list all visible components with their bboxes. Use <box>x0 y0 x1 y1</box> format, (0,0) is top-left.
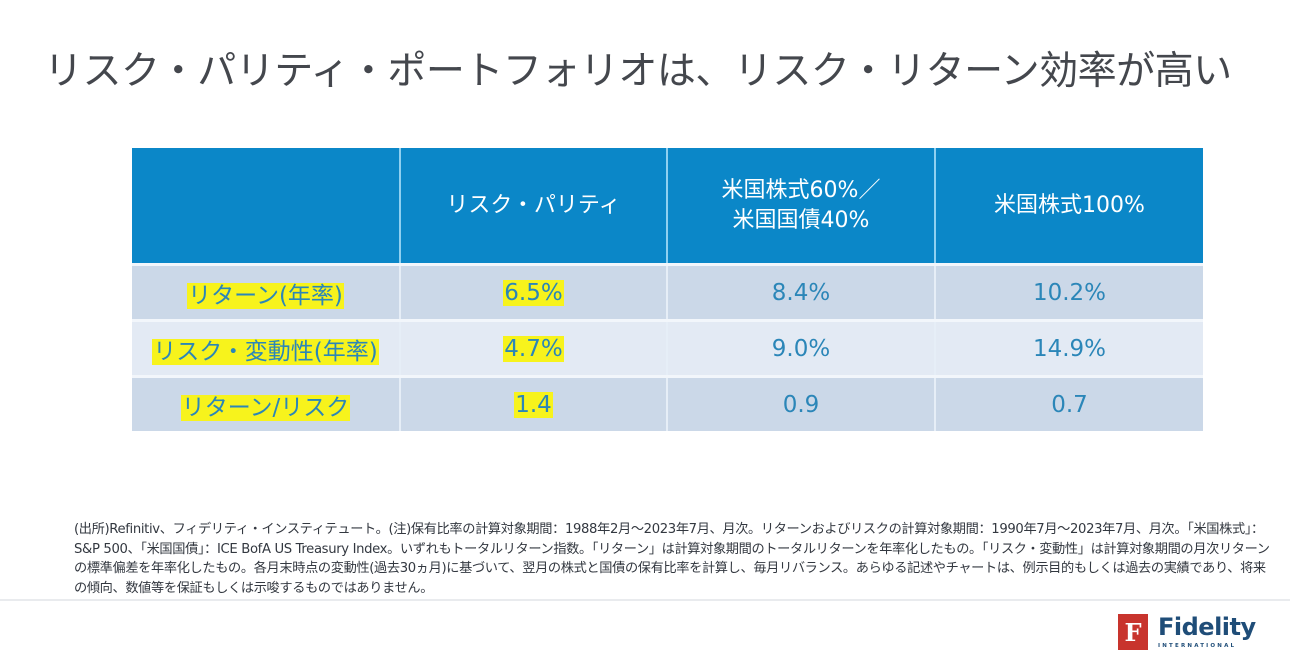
table-row: リターン/リスク 1.4 0.9 0.7 <box>132 375 1203 431</box>
header-stocks60-bonds40: 米国株式60%／ 米国国債40% <box>667 148 936 265</box>
row-label-return-risk: リターン/リスク <box>132 375 401 431</box>
cell-risk-parity: 4.7% <box>400 319 668 377</box>
comparison-table: リスク・パリティ 米国株式60%／ 米国国債40% 米国株式100% リターン(… <box>132 148 1203 431</box>
cell-60-40: 9.0% <box>667 319 936 377</box>
header-empty-cell <box>132 148 401 265</box>
row-label-risk: リスク・変動性(年率) <box>132 319 401 377</box>
fidelity-logo: F Fidelity INTERNATIONAL <box>1118 614 1256 650</box>
highlighted-text: リターン(年率) <box>187 282 344 309</box>
row-label-return: リターン(年率) <box>132 263 401 321</box>
highlighted-text: 6.5% <box>503 279 564 306</box>
logo-name: Fidelity <box>1158 613 1256 641</box>
footnote: (出所)Refinitiv、フィデリティ・インスティテュート。(注)保有比率の計… <box>74 522 1270 596</box>
cell-60-40: 8.4% <box>667 263 936 321</box>
table-row: リターン(年率) 6.5% 8.4% 10.2% <box>132 263 1203 321</box>
highlighted-text: リターン/リスク <box>180 394 351 421</box>
highlighted-text: 1.4 <box>514 391 553 418</box>
footer-divider <box>0 599 1290 601</box>
cell-100: 0.7 <box>935 375 1203 431</box>
cell-100: 14.9% <box>935 319 1203 377</box>
logo-text: Fidelity INTERNATIONAL <box>1158 614 1256 649</box>
fidelity-logo-icon: F <box>1118 614 1148 650</box>
cell-risk-parity: 6.5% <box>400 263 668 321</box>
logo-subtitle: INTERNATIONAL <box>1158 643 1237 649</box>
highlighted-text: 4.7% <box>503 335 564 362</box>
highlighted-text: リスク・変動性(年率) <box>152 338 379 365</box>
header-line-1: 米国株式60%／ <box>721 177 881 203</box>
header-line-2: 米国国債40% <box>732 207 870 233</box>
header-risk-parity: リスク・パリティ <box>400 148 668 265</box>
table-header-row: リスク・パリティ 米国株式60%／ 米国国債40% 米国株式100% <box>132 148 1203 265</box>
header-stocks100: 米国株式100% <box>935 148 1203 265</box>
cell-100: 10.2% <box>935 263 1203 321</box>
cell-60-40: 0.9 <box>667 375 936 431</box>
cell-risk-parity: 1.4 <box>400 375 668 431</box>
page-title: リスク・パリティ・ポートフォリオは、リスク・リターン効率が高い <box>44 49 1232 95</box>
table-row: リスク・変動性(年率) 4.7% 9.0% 14.9% <box>132 319 1203 377</box>
